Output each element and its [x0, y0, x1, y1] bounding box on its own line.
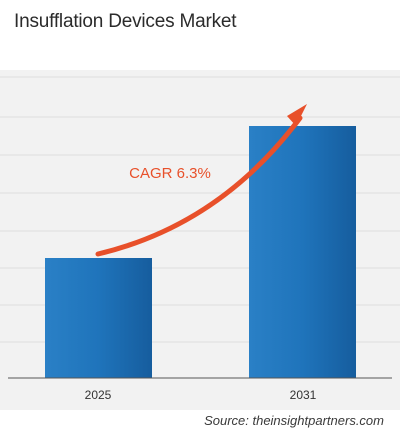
cagr-label: CAGR 6.3%	[129, 165, 211, 182]
cagr-arrow	[95, 115, 303, 257]
bar-2025	[45, 258, 152, 378]
source-note: Source: theinsightpartners.com	[204, 413, 384, 428]
cagr-arrow-head	[287, 104, 307, 126]
x-tick-label-2031: 2031	[289, 388, 317, 402]
bars	[45, 126, 356, 378]
chart-title: Insufflation Devices Market	[14, 11, 237, 32]
bar-2031	[249, 126, 356, 378]
x-tick-label-2025: 2025	[84, 388, 112, 402]
